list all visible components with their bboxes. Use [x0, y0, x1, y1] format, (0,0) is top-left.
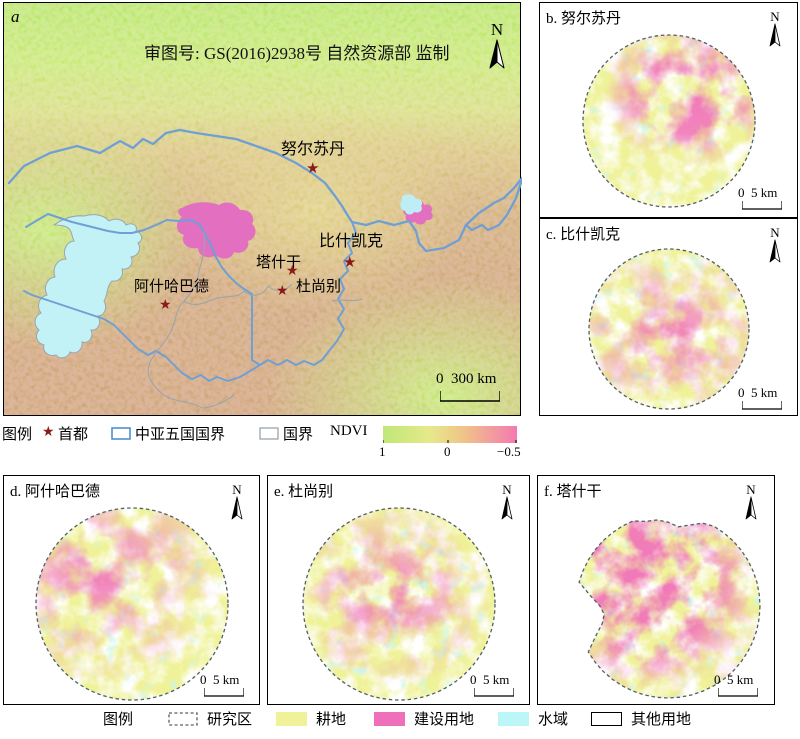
svg-text:N: N	[770, 225, 780, 240]
svg-text:N: N	[746, 482, 756, 497]
svg-text:N: N	[232, 482, 242, 497]
svg-text:N: N	[502, 482, 512, 497]
svg-text:N: N	[491, 20, 503, 39]
svg-text:N: N	[770, 9, 780, 24]
